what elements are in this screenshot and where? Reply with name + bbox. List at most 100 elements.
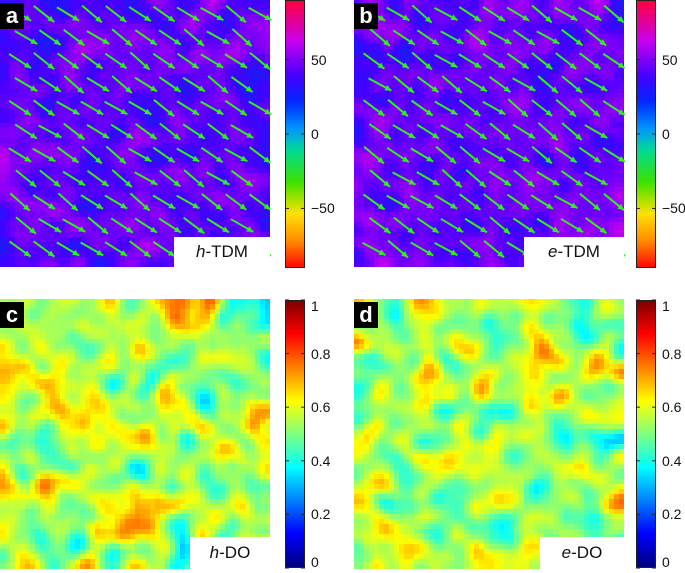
tdm-arrow xyxy=(512,217,536,234)
tdm-arrow xyxy=(602,147,626,163)
tdm-arrow xyxy=(392,124,416,139)
colorbar-c xyxy=(285,300,305,568)
tdm-arrow xyxy=(230,170,254,187)
tdm-arrow xyxy=(483,239,505,259)
tdm-arrow xyxy=(86,170,110,187)
tdm-arrow xyxy=(458,53,482,69)
tdm-arrow xyxy=(368,216,392,235)
tdm-arrow xyxy=(434,194,458,210)
tdm-arrow xyxy=(362,242,386,256)
colorbar-tick-label: 0.6 xyxy=(662,399,682,416)
tdm-arrow xyxy=(440,124,464,139)
tdm-arrow xyxy=(489,216,511,235)
tdm-arrow xyxy=(14,77,38,92)
tdm-arrow xyxy=(176,240,200,258)
tdm-arrow xyxy=(482,6,506,22)
tdm-arrow xyxy=(224,193,248,211)
panel-title-h-do: h-DO xyxy=(190,537,270,569)
tdm-arrow xyxy=(182,123,206,140)
heatmap-h-do xyxy=(0,299,270,569)
panel-title-e-tdm: e-TDM xyxy=(524,237,624,267)
tdm-arrow xyxy=(464,76,488,93)
tdm-arrow xyxy=(158,29,182,46)
tdm-arrow xyxy=(8,99,32,117)
tdm-arrow xyxy=(579,98,601,118)
tdm-arrow xyxy=(536,170,560,187)
tdm-arrow xyxy=(224,99,248,117)
panel-label-a: a xyxy=(0,3,24,29)
tdm-arrow xyxy=(87,216,109,235)
tdm-arrow xyxy=(183,216,205,235)
colorbar-tick-label: 50 xyxy=(311,51,327,68)
tdm-arrow xyxy=(440,217,464,234)
heatmap-e-tdm xyxy=(354,0,624,267)
colorbar-tick-label: −50 xyxy=(662,200,685,217)
tdm-arrow xyxy=(15,216,37,235)
tdm-arrow xyxy=(111,75,133,94)
tdm-arrow xyxy=(482,53,506,69)
tdm-arrow xyxy=(33,52,55,70)
tdm-arrow xyxy=(602,100,626,116)
colorbar-d xyxy=(636,300,656,568)
tdm-arrow xyxy=(207,75,229,94)
tdm-arrow xyxy=(230,218,254,233)
tdm-arrow xyxy=(537,122,559,141)
tdm-arrow xyxy=(110,217,134,234)
tdm-arrow xyxy=(416,29,440,46)
tdm-arrow xyxy=(176,100,200,116)
panel-label-b: b xyxy=(354,3,378,29)
tdm-arrow xyxy=(128,100,152,116)
panel-label-d: d xyxy=(354,302,378,328)
tdm-arrow xyxy=(63,28,85,47)
tdm-arrow xyxy=(465,169,487,188)
tdm-arrow xyxy=(434,53,458,69)
tdm-arrow xyxy=(536,30,560,45)
tdm-arrow xyxy=(129,51,151,71)
tdm-arrow xyxy=(369,169,391,188)
tdm-arrow xyxy=(506,52,530,70)
tdm-arrow xyxy=(368,123,392,140)
tdm-arrow xyxy=(158,76,182,93)
tdm-arrow xyxy=(578,146,602,164)
tdm-arrow xyxy=(386,147,410,163)
tdm-arrow xyxy=(440,30,464,45)
tdm-arrow xyxy=(602,52,626,70)
tdm-arrow xyxy=(39,169,61,188)
tdm-arrow xyxy=(207,122,229,141)
tdm-arrow xyxy=(80,194,104,210)
tdm-arrow xyxy=(176,147,200,163)
tdm-arrow xyxy=(183,28,205,47)
tdm-arrow xyxy=(248,6,272,22)
tdm-arrow xyxy=(603,4,625,24)
colorbar-tick-label: 0.2 xyxy=(311,506,331,523)
tdm-arrow xyxy=(86,123,110,140)
tdm-arrow xyxy=(63,75,85,94)
tdm-arrow xyxy=(536,217,560,234)
tdm-arrow xyxy=(56,6,80,22)
quantity-symbol: h xyxy=(196,242,206,261)
colorbar-b xyxy=(636,0,656,268)
colorbar-tick-label: 0 xyxy=(311,126,319,142)
tdm-arrow xyxy=(363,99,385,117)
tdm-arrow xyxy=(86,76,110,93)
tdm-arrow xyxy=(56,241,80,257)
colorbar-tick-label: 0 xyxy=(311,554,319,570)
tdm-arrow xyxy=(104,52,128,70)
quantity-symbol: e xyxy=(548,242,558,261)
tdm-arrow xyxy=(206,30,230,45)
tdm-arrow xyxy=(81,145,103,165)
tdm-arrow xyxy=(200,6,224,22)
colorbar-ticks-d xyxy=(636,299,656,569)
tdm-arrow-field-a xyxy=(8,4,272,258)
tdm-arrow xyxy=(584,77,608,92)
colorbar-tick-label: 0.8 xyxy=(311,345,331,362)
colorbar-tick-label: −50 xyxy=(311,200,335,217)
tdm-arrow xyxy=(153,99,175,117)
tdm-arrow xyxy=(531,99,553,117)
tdm-arrow xyxy=(128,6,152,22)
colorbar-tick-label: 0.8 xyxy=(662,345,682,362)
tdm-arrow xyxy=(176,52,200,70)
